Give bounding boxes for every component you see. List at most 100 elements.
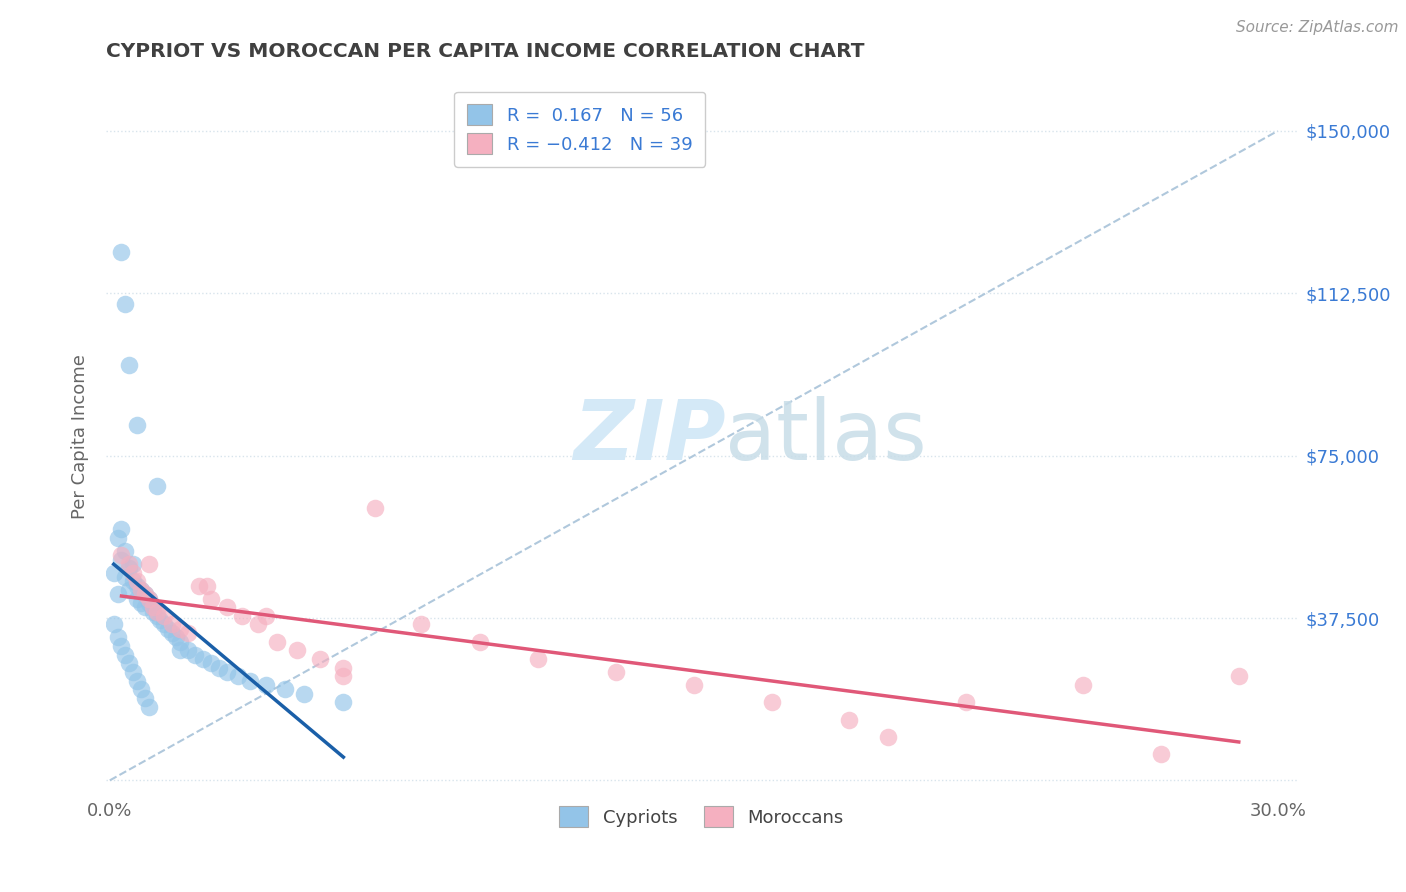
Point [200, 591, 222, 606]
Point [125, 418, 148, 433]
Point [226, 669, 249, 683]
Point [118, 557, 141, 571]
Point [122, 665, 145, 680]
Point [110, 548, 132, 562]
Point [266, 635, 288, 649]
Point [138, 596, 160, 610]
Legend: Cypriots, Moroccans: Cypriots, Moroccans [553, 799, 851, 834]
Point [103, 566, 125, 580]
Point [110, 552, 132, 566]
Point [134, 600, 156, 615]
Point [142, 600, 165, 615]
Point [107, 631, 129, 645]
Point [122, 574, 145, 589]
Point [129, 596, 152, 610]
Point [468, 635, 491, 649]
Point [188, 578, 211, 592]
Point [231, 608, 253, 623]
Text: ZIP: ZIP [572, 396, 725, 476]
Point [125, 574, 148, 589]
Point [160, 617, 183, 632]
Point [285, 643, 308, 657]
Point [122, 557, 145, 571]
Point [1227, 669, 1250, 683]
Point [1150, 747, 1173, 762]
Point [363, 500, 385, 515]
Point [103, 617, 125, 632]
Point [157, 622, 180, 636]
Point [184, 648, 207, 662]
Point [118, 561, 141, 575]
Point [114, 648, 136, 662]
Point [160, 626, 183, 640]
Point [134, 691, 156, 706]
Point [527, 652, 550, 666]
Point [411, 617, 433, 632]
Point [215, 665, 238, 680]
Point [246, 617, 269, 632]
Point [332, 661, 354, 675]
Point [138, 591, 160, 606]
Point [134, 587, 156, 601]
Text: atlas: atlas [725, 396, 927, 476]
Point [125, 673, 148, 688]
Point [955, 695, 977, 709]
Point [274, 682, 297, 697]
Point [125, 591, 148, 606]
Point [153, 608, 176, 623]
Point [193, 652, 215, 666]
Point [877, 730, 900, 744]
Point [145, 605, 167, 619]
Point [239, 673, 262, 688]
Point [149, 613, 172, 627]
Point [294, 687, 316, 701]
Point [176, 626, 198, 640]
Point [215, 600, 238, 615]
Point [138, 591, 160, 606]
Point [110, 639, 132, 653]
Point [118, 582, 141, 597]
Y-axis label: Per Capita Income: Per Capita Income [72, 354, 89, 518]
Point [118, 657, 141, 671]
Text: CYPRIOT VS MOROCCAN PER CAPITA INCOME CORRELATION CHART: CYPRIOT VS MOROCCAN PER CAPITA INCOME CO… [105, 42, 865, 61]
Point [107, 531, 129, 545]
Point [169, 622, 191, 636]
Point [129, 582, 152, 597]
Point [1071, 678, 1094, 692]
Point [332, 669, 354, 683]
Point [142, 605, 165, 619]
Point [110, 522, 132, 536]
Point [122, 566, 145, 580]
Point [605, 665, 627, 680]
Point [129, 582, 152, 597]
Point [114, 570, 136, 584]
Point [838, 713, 860, 727]
Point [145, 608, 167, 623]
Point [142, 600, 165, 615]
Point [153, 617, 176, 632]
Point [200, 657, 222, 671]
Point [114, 544, 136, 558]
Point [138, 557, 160, 571]
Point [145, 479, 167, 493]
Point [110, 245, 132, 260]
Text: Source: ZipAtlas.com: Source: ZipAtlas.com [1236, 20, 1399, 35]
Point [138, 699, 160, 714]
Point [125, 578, 148, 592]
Point [169, 635, 191, 649]
Point [195, 578, 218, 592]
Point [118, 358, 141, 372]
Point [254, 608, 277, 623]
Point [169, 643, 191, 657]
Point [107, 587, 129, 601]
Point [761, 695, 783, 709]
Point [208, 661, 231, 675]
Point [134, 587, 156, 601]
Point [332, 695, 354, 709]
Point [129, 682, 152, 697]
Point [309, 652, 332, 666]
Point [176, 643, 198, 657]
Point [114, 297, 136, 311]
Point [254, 678, 277, 692]
Point [165, 631, 187, 645]
